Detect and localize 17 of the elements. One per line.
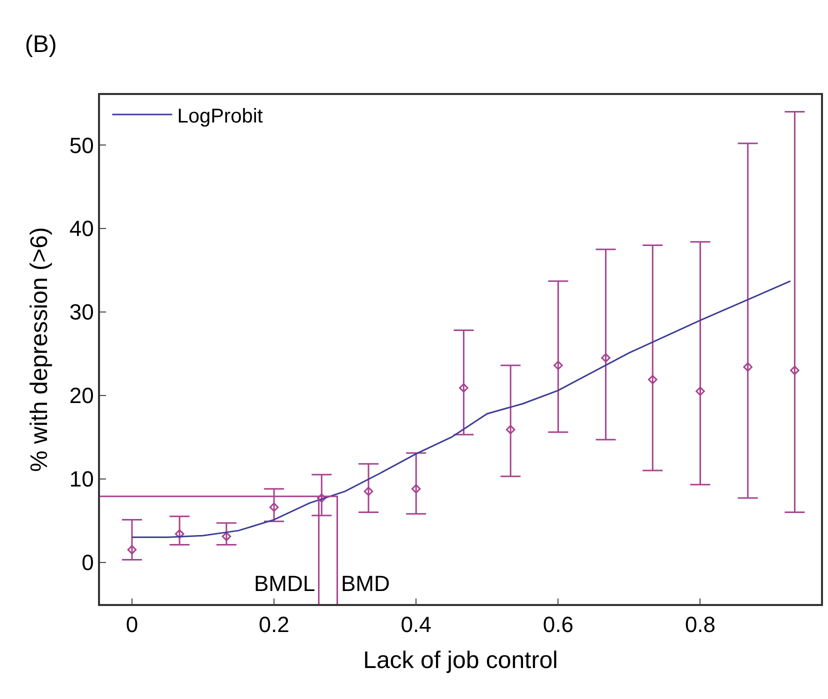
- y-tick-label: 30: [69, 300, 94, 325]
- y-tick-label: 20: [69, 383, 94, 408]
- x-tick-label: 0.8: [684, 612, 716, 638]
- x-tick-label: 0: [126, 612, 138, 638]
- y-tick-label: 0: [82, 550, 94, 575]
- y-tick-label: 50: [69, 132, 94, 158]
- y-tick-label: 10: [69, 466, 94, 492]
- annotation: BMD: [341, 571, 390, 596]
- chart-title: (B): [24, 30, 57, 58]
- x-tick-label: 0.6: [542, 612, 574, 638]
- legend-label: LogProbit: [177, 105, 264, 128]
- x-axis-title: Lack of job control: [363, 646, 558, 674]
- x-tick-label: 0.4: [400, 612, 432, 638]
- y-axis-title: % with depression (>6): [26, 227, 53, 472]
- x-tick-label: 0.2: [258, 612, 290, 638]
- annotation: BMDL: [254, 571, 316, 596]
- y-tick-label: 40: [69, 216, 94, 242]
